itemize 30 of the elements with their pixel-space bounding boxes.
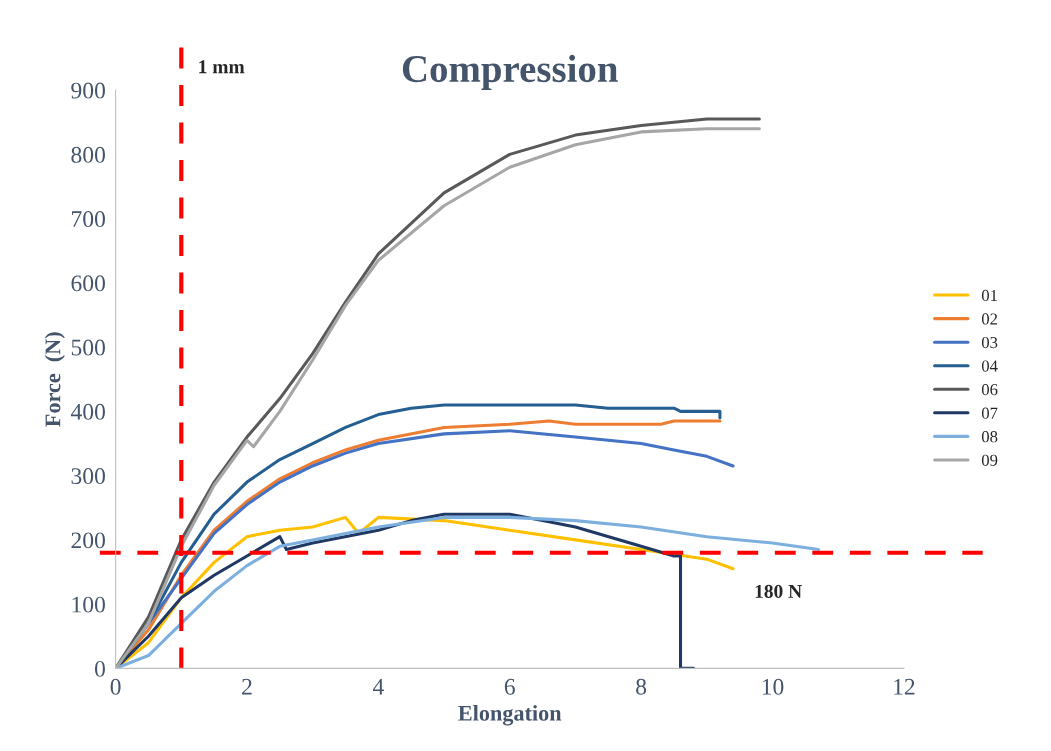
y-tick-label: 0 bbox=[94, 660, 105, 677]
legend-label: 06 bbox=[981, 384, 998, 396]
legend-label: 04 bbox=[981, 360, 998, 372]
y-tick-label: 900 bbox=[71, 82, 105, 99]
legend-label: 01 bbox=[981, 289, 997, 302]
x-tick-label: 0 bbox=[110, 678, 121, 695]
y-axis-title: Force (N) bbox=[44, 332, 65, 427]
legend-label: 08 bbox=[981, 431, 998, 443]
chart-title: Compression bbox=[402, 54, 618, 91]
legend-label: 02 bbox=[981, 313, 998, 325]
x-tick-label: 10 bbox=[762, 678, 784, 695]
ref-line-label: 1 mm bbox=[199, 60, 245, 74]
y-tick-label: 800 bbox=[71, 146, 105, 163]
y-tick-label: 200 bbox=[71, 532, 105, 549]
x-tick-label: 2 bbox=[242, 678, 252, 695]
legend-label: 03 bbox=[981, 336, 998, 349]
x-tick-label: 6 bbox=[504, 678, 515, 695]
y-tick-label: 500 bbox=[71, 339, 105, 356]
x-tick-label: 8 bbox=[636, 678, 647, 695]
ref-line-label: 180 N bbox=[755, 584, 802, 598]
x-tick-label: 12 bbox=[894, 678, 915, 695]
legend-label: 07 bbox=[981, 407, 998, 419]
y-tick-label: 400 bbox=[70, 403, 105, 420]
legend-label: 09 bbox=[981, 454, 998, 466]
x-tick-label: 4 bbox=[372, 678, 384, 695]
y-tick-label: 700 bbox=[72, 211, 105, 228]
x-axis-title: Elongation bbox=[458, 705, 562, 726]
y-tick-label: 300 bbox=[71, 468, 105, 485]
y-tick-label: 600 bbox=[71, 275, 105, 292]
y-tick-label: 100 bbox=[72, 596, 105, 613]
